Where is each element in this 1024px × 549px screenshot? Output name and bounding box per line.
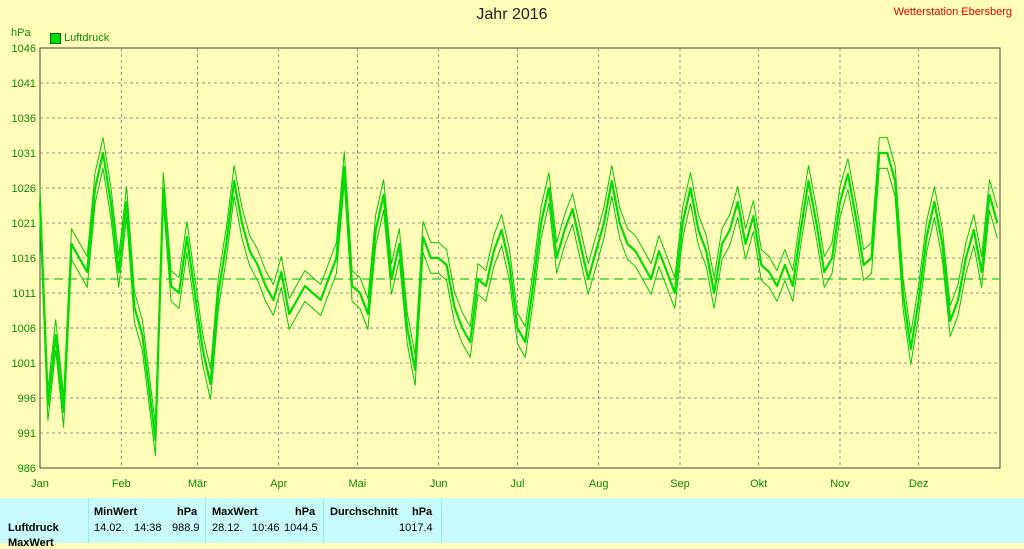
x-tick-label: Apr [270, 478, 287, 490]
y-tick-label: 1031 [12, 148, 36, 160]
series-line-luftdruck [38, 151, 999, 442]
y-tick-label: 1021 [12, 218, 36, 230]
x-tick-label: Aug [589, 478, 609, 490]
stats-min-value: 988.9 [172, 522, 200, 534]
stats-avg-value: 1017.4 [399, 522, 433, 534]
stats-min-unit: hPa [177, 506, 198, 518]
legend-label: Luftdruck [64, 32, 110, 44]
legend: Luftdruck [50, 32, 109, 44]
stats-max-date: 28.12. [212, 522, 243, 534]
stats-next-row-label: MaxWert [8, 537, 54, 549]
stats-max-unit: hPa [295, 506, 316, 518]
stats-max-time: 10:46 [252, 522, 280, 534]
statistics-table: Luftdruck MaxWert MinWert hPa 14.02. 14:… [0, 498, 1024, 549]
stats-max-value: 1044.5 [284, 522, 318, 534]
legend-swatch [50, 32, 61, 44]
series-max-line [39, 137, 998, 426]
stats-avg-column: Durchschnitt hPa 1017.4 [324, 498, 442, 543]
y-tick-label: 1026 [12, 183, 36, 195]
stats-label-column: Luftdruck MaxWert [0, 498, 89, 549]
x-tick-label: Jul [510, 478, 524, 490]
x-tick-label: Okt [750, 478, 767, 490]
stats-avg-unit: hPa [412, 506, 433, 518]
y-tick-label: 1011 [12, 288, 36, 300]
stats-avg-header: Durchschnitt [330, 506, 398, 518]
stats-min-time: 14:38 [134, 522, 162, 534]
x-tick-label: Nov [830, 478, 850, 490]
stats-max-header: MaxWert [212, 506, 258, 518]
y-tick-label: 1016 [12, 253, 36, 265]
x-tick-label: Dez [909, 478, 929, 490]
y-tick-label: 1006 [12, 323, 36, 335]
y-tick-label: 1036 [12, 113, 36, 125]
x-tick-label: Jan [31, 478, 49, 490]
stats-max-column: MaxWert hPa 28.12. 10:46 1044.5 [206, 498, 324, 543]
station-name: Wetterstation Ebersberg [893, 6, 1012, 18]
x-tick-label: Jun [430, 478, 448, 490]
stats-row-label: Luftdruck [8, 522, 59, 534]
y-tick-label: 986 [18, 463, 36, 475]
x-tick-label: Mai [349, 478, 367, 490]
y-tick-label: 1046 [12, 43, 36, 55]
y-tick-label: 991 [18, 428, 36, 440]
stats-min-date: 14.02. [94, 522, 125, 534]
x-tick-label: Mär [188, 478, 207, 490]
stats-min-header: MinWert [94, 506, 138, 518]
series-min-line [39, 167, 998, 456]
x-tick-label: Sep [670, 478, 690, 490]
stats-min-column: MinWert hPa 14.02. 14:38 988.9 [89, 498, 206, 543]
chart-area: 1046 1041 1036 1031 1026 1021 1016 1011 1006 1001… [12, 43, 1001, 490]
y-tick-label: 1001 [12, 358, 36, 370]
y-tick-label: 1041 [12, 78, 36, 90]
y-tick-label: 996 [18, 393, 36, 405]
y-axis-unit-label: hPa [11, 27, 31, 39]
chart-title: Jahr 2016 [476, 6, 548, 23]
x-tick-label: Feb [112, 478, 131, 490]
